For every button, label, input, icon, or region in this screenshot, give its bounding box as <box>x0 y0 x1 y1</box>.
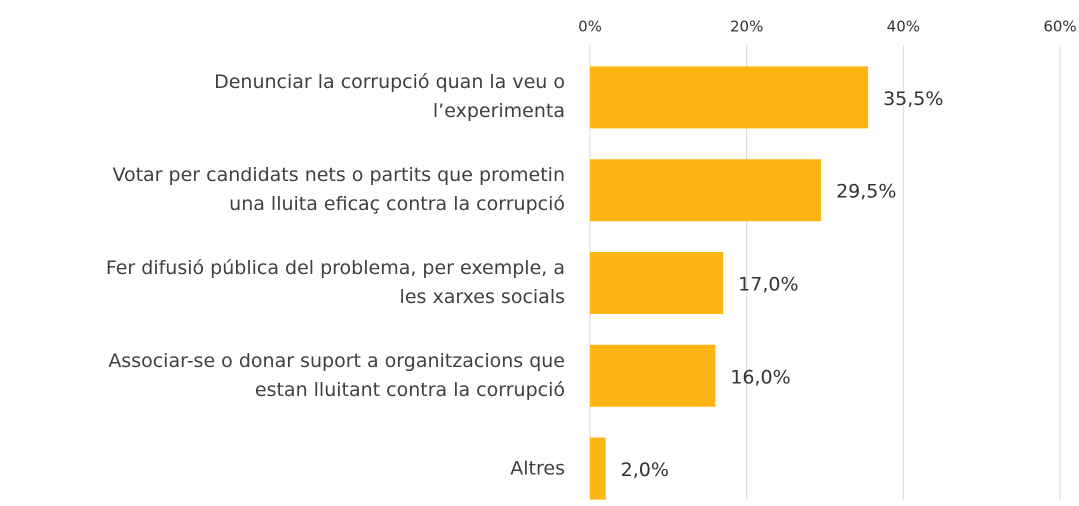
value-label: 16,0% <box>730 366 790 388</box>
value-label: 35,5% <box>883 88 943 110</box>
x-tick-label: 40% <box>887 18 920 36</box>
bar <box>590 344 716 407</box>
category-label: Denunciar la corrupció quan la veu o l’e… <box>214 71 565 123</box>
x-tick-label: 0% <box>578 18 602 36</box>
value-label: 29,5% <box>836 181 896 203</box>
value-label: 2,0% <box>621 459 669 481</box>
category-label: Fer difusió pública del problema, per ex… <box>105 257 565 308</box>
category-label: Associar-se o donar suport a organitzaci… <box>108 349 565 401</box>
category-label: Altres <box>510 457 565 480</box>
bar <box>590 159 822 222</box>
bar <box>590 437 606 500</box>
category-label: Votar per candidats nets o partits que p… <box>112 164 565 216</box>
bar <box>590 252 724 314</box>
value-label: 17,0% <box>738 274 798 296</box>
x-tick-label: 20% <box>730 18 763 36</box>
bar <box>590 66 869 129</box>
x-tick-label: 60% <box>1043 18 1076 36</box>
